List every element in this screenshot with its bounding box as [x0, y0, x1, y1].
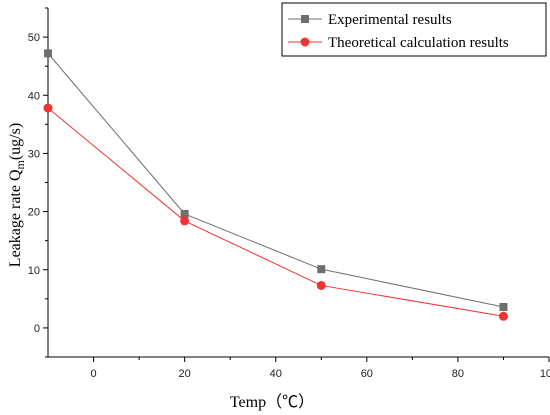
series-1 [43, 103, 508, 321]
y-tick-label: 20 [28, 207, 40, 219]
y-axis-title-unit: (ug/s) [7, 123, 24, 160]
legend-marker-theoretical [300, 37, 310, 47]
x-tick-label: 20 [179, 368, 191, 380]
data-point-square [44, 49, 52, 58]
legend-label-experimental: Experimental results [328, 12, 452, 28]
legend-box [281, 2, 547, 57]
x-axis-ticks: 0 20 40 60 80 100 [90, 357, 550, 380]
legend-label-theoretical: Theoretical calculation results [328, 35, 509, 51]
data-point-square [180, 209, 189, 218]
series-line [47, 107, 504, 317]
data-point-square [499, 302, 508, 311]
y-tick-label: 0 [34, 323, 40, 335]
data-point-square [317, 265, 326, 274]
y-tick-label: 50 [28, 32, 40, 44]
data-point-circle [180, 216, 190, 226]
legend: Experimental results Theoretical calcula… [281, 2, 547, 57]
series-line [47, 53, 504, 308]
series-layer [43, 49, 508, 321]
y-axis-ticks: 0 10 20 30 40 50 [28, 7, 48, 358]
x-tick-label: 60 [361, 368, 373, 380]
x-tick-label: 0 [90, 368, 96, 380]
y-axis-title: Leakage rate Qm(ug/s) [7, 123, 27, 267]
y-tick-label: 40 [28, 90, 40, 102]
x-tick-label: 40 [270, 368, 282, 380]
data-point-circle [316, 280, 326, 290]
data-point-circle [498, 311, 508, 321]
legend-marker-experimental [301, 15, 309, 23]
y-axis-title-subscript: m [13, 159, 27, 169]
y-axis-title-main: Leakage rate Q [7, 169, 24, 267]
x-tick-label: 100 [540, 368, 550, 380]
series-0 [44, 49, 508, 311]
x-tick-label: 80 [452, 368, 464, 380]
data-point-circle [43, 103, 53, 113]
plot-frame [47, 8, 549, 358]
x-axis-title: Temp（℃） [230, 393, 314, 411]
y-tick-label: 30 [28, 148, 40, 160]
y-tick-label: 10 [28, 265, 40, 277]
